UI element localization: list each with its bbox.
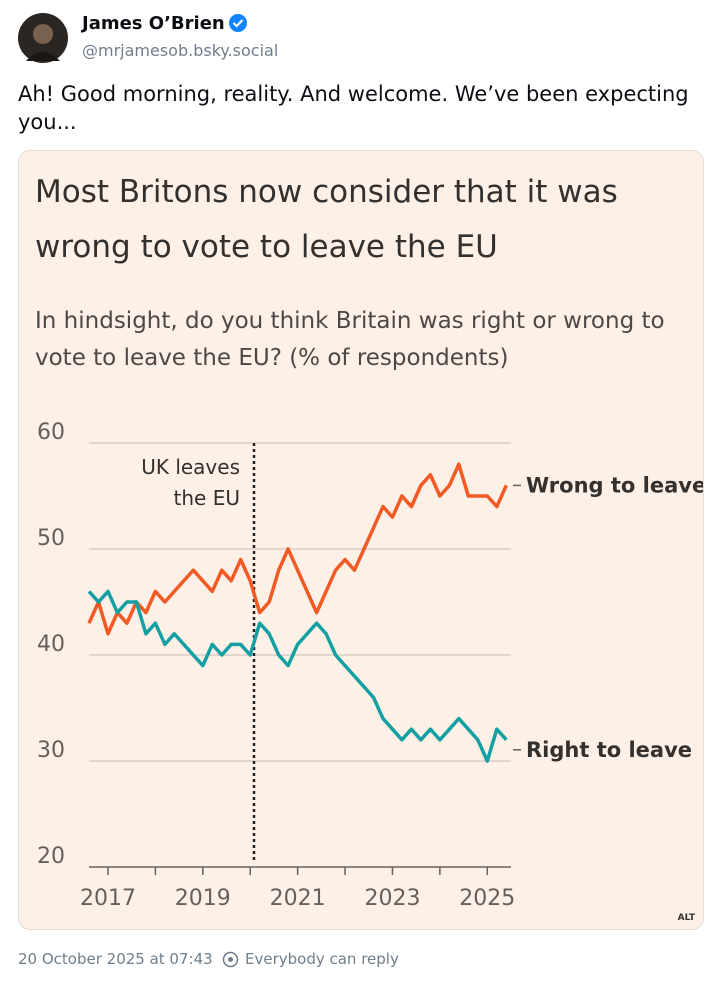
- series-label: Right to leave: [526, 738, 692, 762]
- post-text: Ah! Good morning, reality. And welcome. …: [18, 82, 689, 134]
- chart: 20 30 40 50 60 2017 2019 2021 2023 2025 UK leaves t…: [37, 420, 704, 911]
- verified-badge: [229, 14, 247, 32]
- author-name[interactable]: James O’Brien: [82, 13, 225, 34]
- x-tick-label: 2023: [364, 886, 420, 911]
- y-tick-label: 30: [37, 738, 65, 763]
- x-tick-label: 2019: [175, 886, 231, 911]
- x-tick-label: 2021: [270, 886, 326, 911]
- y-tick-label: 20: [37, 844, 65, 869]
- reply-setting[interactable]: Everybody can reply: [245, 950, 399, 968]
- alt-badge[interactable]: ALT: [677, 913, 695, 923]
- y-tick-label: 40: [37, 632, 65, 657]
- chart-subtitle: In hindsight, do you think Britain was r…: [35, 308, 665, 371]
- y-tick-label: 60: [37, 420, 65, 445]
- annotation-text: the EU: [174, 486, 240, 510]
- timestamp[interactable]: 20 October 2025 at 07:43: [18, 950, 213, 968]
- x-tick-label: 2025: [459, 886, 515, 911]
- series-label: Wrong to leave: [526, 473, 704, 497]
- annotation-text: UK leaves: [141, 455, 240, 479]
- chart-title: Most Britons now consider that it was wr…: [35, 174, 618, 265]
- y-tick-label: 50: [37, 526, 65, 551]
- series-line: [87, 589, 508, 763]
- avatar[interactable]: [18, 13, 68, 63]
- x-tick-label: 2017: [80, 886, 136, 911]
- chart-card: Most Britons now consider that it was wr…: [18, 150, 704, 930]
- reply-icon: [222, 951, 239, 968]
- handle[interactable]: @mrjamesob.bsky.social: [82, 41, 279, 60]
- series-line: [87, 462, 508, 636]
